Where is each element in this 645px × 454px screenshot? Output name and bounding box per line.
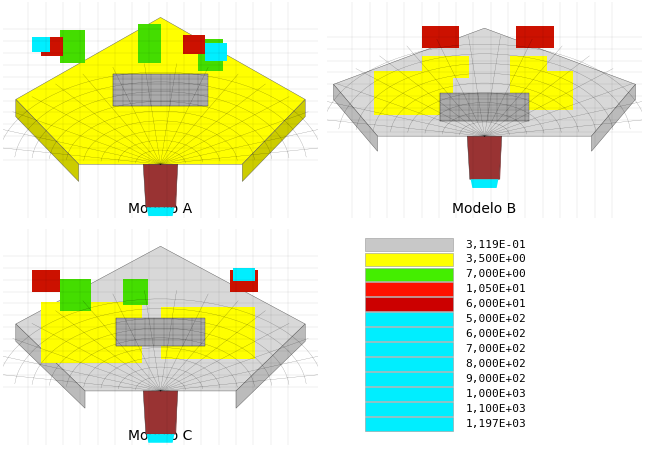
Polygon shape <box>161 307 255 359</box>
Polygon shape <box>32 37 50 52</box>
Polygon shape <box>471 179 499 188</box>
FancyBboxPatch shape <box>365 417 453 431</box>
Text: 3,500E+00: 3,500E+00 <box>466 254 526 265</box>
Polygon shape <box>16 17 305 164</box>
Polygon shape <box>183 35 204 54</box>
Polygon shape <box>175 164 178 207</box>
Text: 1,100E+03: 1,100E+03 <box>466 404 526 414</box>
Polygon shape <box>41 37 63 56</box>
Polygon shape <box>16 324 85 408</box>
Text: 7,000E+00: 7,000E+00 <box>466 269 526 279</box>
Polygon shape <box>467 136 502 179</box>
Polygon shape <box>146 207 174 216</box>
Polygon shape <box>236 324 305 408</box>
Polygon shape <box>175 391 178 434</box>
Polygon shape <box>139 24 161 63</box>
Polygon shape <box>41 302 142 363</box>
Text: 8,000E+02: 8,000E+02 <box>466 359 526 369</box>
Polygon shape <box>16 99 79 182</box>
FancyBboxPatch shape <box>365 402 453 416</box>
FancyBboxPatch shape <box>365 372 453 386</box>
Polygon shape <box>143 391 178 434</box>
Text: 1,050E+01: 1,050E+01 <box>466 284 526 294</box>
Polygon shape <box>117 317 204 345</box>
Text: Modelo C: Modelo C <box>128 429 193 443</box>
FancyBboxPatch shape <box>365 342 453 356</box>
FancyBboxPatch shape <box>365 282 453 296</box>
Text: 5,000E+02: 5,000E+02 <box>466 314 526 324</box>
Text: 3,119E-01: 3,119E-01 <box>466 240 526 250</box>
Polygon shape <box>230 270 258 291</box>
Polygon shape <box>333 28 635 136</box>
Polygon shape <box>510 71 573 110</box>
Polygon shape <box>32 270 60 291</box>
Polygon shape <box>114 74 208 106</box>
Text: 1,197E+03: 1,197E+03 <box>466 419 526 429</box>
Text: 9,000E+02: 9,000E+02 <box>466 374 526 384</box>
Text: 6,000E+02: 6,000E+02 <box>466 329 526 339</box>
Polygon shape <box>591 84 635 151</box>
FancyBboxPatch shape <box>365 357 453 371</box>
Polygon shape <box>204 43 226 60</box>
FancyBboxPatch shape <box>365 387 453 401</box>
Polygon shape <box>441 93 528 121</box>
Polygon shape <box>422 26 459 48</box>
Polygon shape <box>16 246 305 391</box>
FancyBboxPatch shape <box>365 252 453 266</box>
Text: Modelo A: Modelo A <box>128 202 193 216</box>
Text: 7,000E+02: 7,000E+02 <box>466 344 526 354</box>
Polygon shape <box>60 279 92 311</box>
Polygon shape <box>60 30 85 63</box>
Text: 1,000E+03: 1,000E+03 <box>466 389 526 399</box>
Polygon shape <box>123 279 148 305</box>
Polygon shape <box>198 39 223 71</box>
FancyBboxPatch shape <box>365 237 453 252</box>
FancyBboxPatch shape <box>365 297 453 311</box>
Polygon shape <box>510 56 548 78</box>
FancyBboxPatch shape <box>365 312 453 326</box>
FancyBboxPatch shape <box>365 267 453 281</box>
Polygon shape <box>233 268 255 281</box>
Text: Modelo B: Modelo B <box>452 202 517 216</box>
Polygon shape <box>143 164 178 207</box>
Polygon shape <box>516 26 553 48</box>
Polygon shape <box>374 71 453 114</box>
Polygon shape <box>243 99 305 182</box>
Polygon shape <box>333 84 377 151</box>
Polygon shape <box>146 434 174 443</box>
Text: 6,000E+01: 6,000E+01 <box>466 299 526 309</box>
Polygon shape <box>422 56 469 78</box>
Polygon shape <box>499 136 502 179</box>
FancyBboxPatch shape <box>365 327 453 341</box>
